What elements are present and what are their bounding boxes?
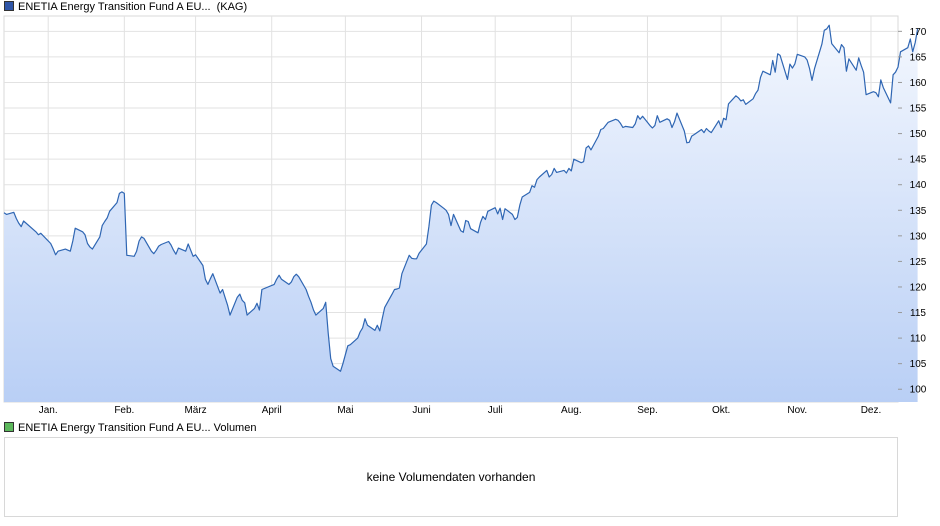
y-tick-label: 165 xyxy=(910,52,927,63)
price-legend-label: ENETIA Energy Transition Fund A EU... xyxy=(18,1,211,13)
y-tick-label: 110 xyxy=(910,334,926,345)
volume-legend-label: ENETIA Energy Transition Fund A EU... Vo… xyxy=(18,422,257,434)
y-tick-label: 135 xyxy=(910,206,927,217)
x-tick-label: Juli xyxy=(488,405,503,416)
x-tick-label: Okt. xyxy=(712,405,730,416)
x-tick-label: Dez. xyxy=(861,405,882,416)
volume-empty-message: keine Volumendaten vorhanden xyxy=(366,470,536,484)
x-tick-label: Jan. xyxy=(39,405,58,416)
x-tick-label: Feb. xyxy=(114,405,134,416)
price-area xyxy=(4,25,918,402)
price-legend-swatch xyxy=(4,1,14,11)
volume-legend-swatch xyxy=(4,422,14,432)
y-tick-label: 150 xyxy=(910,129,927,140)
price-legend-suffix: (KAG) xyxy=(216,1,248,13)
y-tick-label: 155 xyxy=(910,104,927,115)
y-tick-label: 170 xyxy=(910,27,927,38)
y-tick-label: 120 xyxy=(910,282,927,293)
y-tick-label: 130 xyxy=(910,231,927,242)
y-tick-label: 140 xyxy=(910,180,927,191)
y-tick-label: 115 xyxy=(910,308,926,319)
x-tick-label: Mai xyxy=(337,405,353,416)
x-tick-label: Sep. xyxy=(637,405,658,416)
y-tick-label: 105 xyxy=(910,359,927,370)
price-chart: 100 105 110 115 120 125 130 135 140 145 150 155 160 1… xyxy=(3,15,927,416)
y-tick-label: 145 xyxy=(910,155,927,166)
x-tick-label: Nov. xyxy=(787,405,807,416)
y-tick-label: 160 xyxy=(910,78,927,89)
x-tick-label: Juni xyxy=(412,405,430,416)
price-legend: ENETIA Energy Transition Fund A EU... (KA… xyxy=(4,1,247,14)
y-tick-label: 125 xyxy=(910,257,927,268)
y-tick-label: 100 xyxy=(910,385,927,396)
x-tick-label: März xyxy=(184,405,206,416)
x-tick-label: Aug. xyxy=(561,405,582,416)
volume-panel: keine Volumendaten vorhanden xyxy=(4,437,898,517)
y-axis: 100 105 110 115 120 125 130 135 140 145 150 155 160 1… xyxy=(898,27,927,396)
volume-legend: ENETIA Energy Transition Fund A EU... Vo… xyxy=(4,422,256,435)
x-tick-label: April xyxy=(262,405,282,416)
price-line xyxy=(3,24,919,372)
x-axis: Jan. Feb. März April Mai Juni Juli Aug. Sep. Okt.… xyxy=(39,405,882,416)
